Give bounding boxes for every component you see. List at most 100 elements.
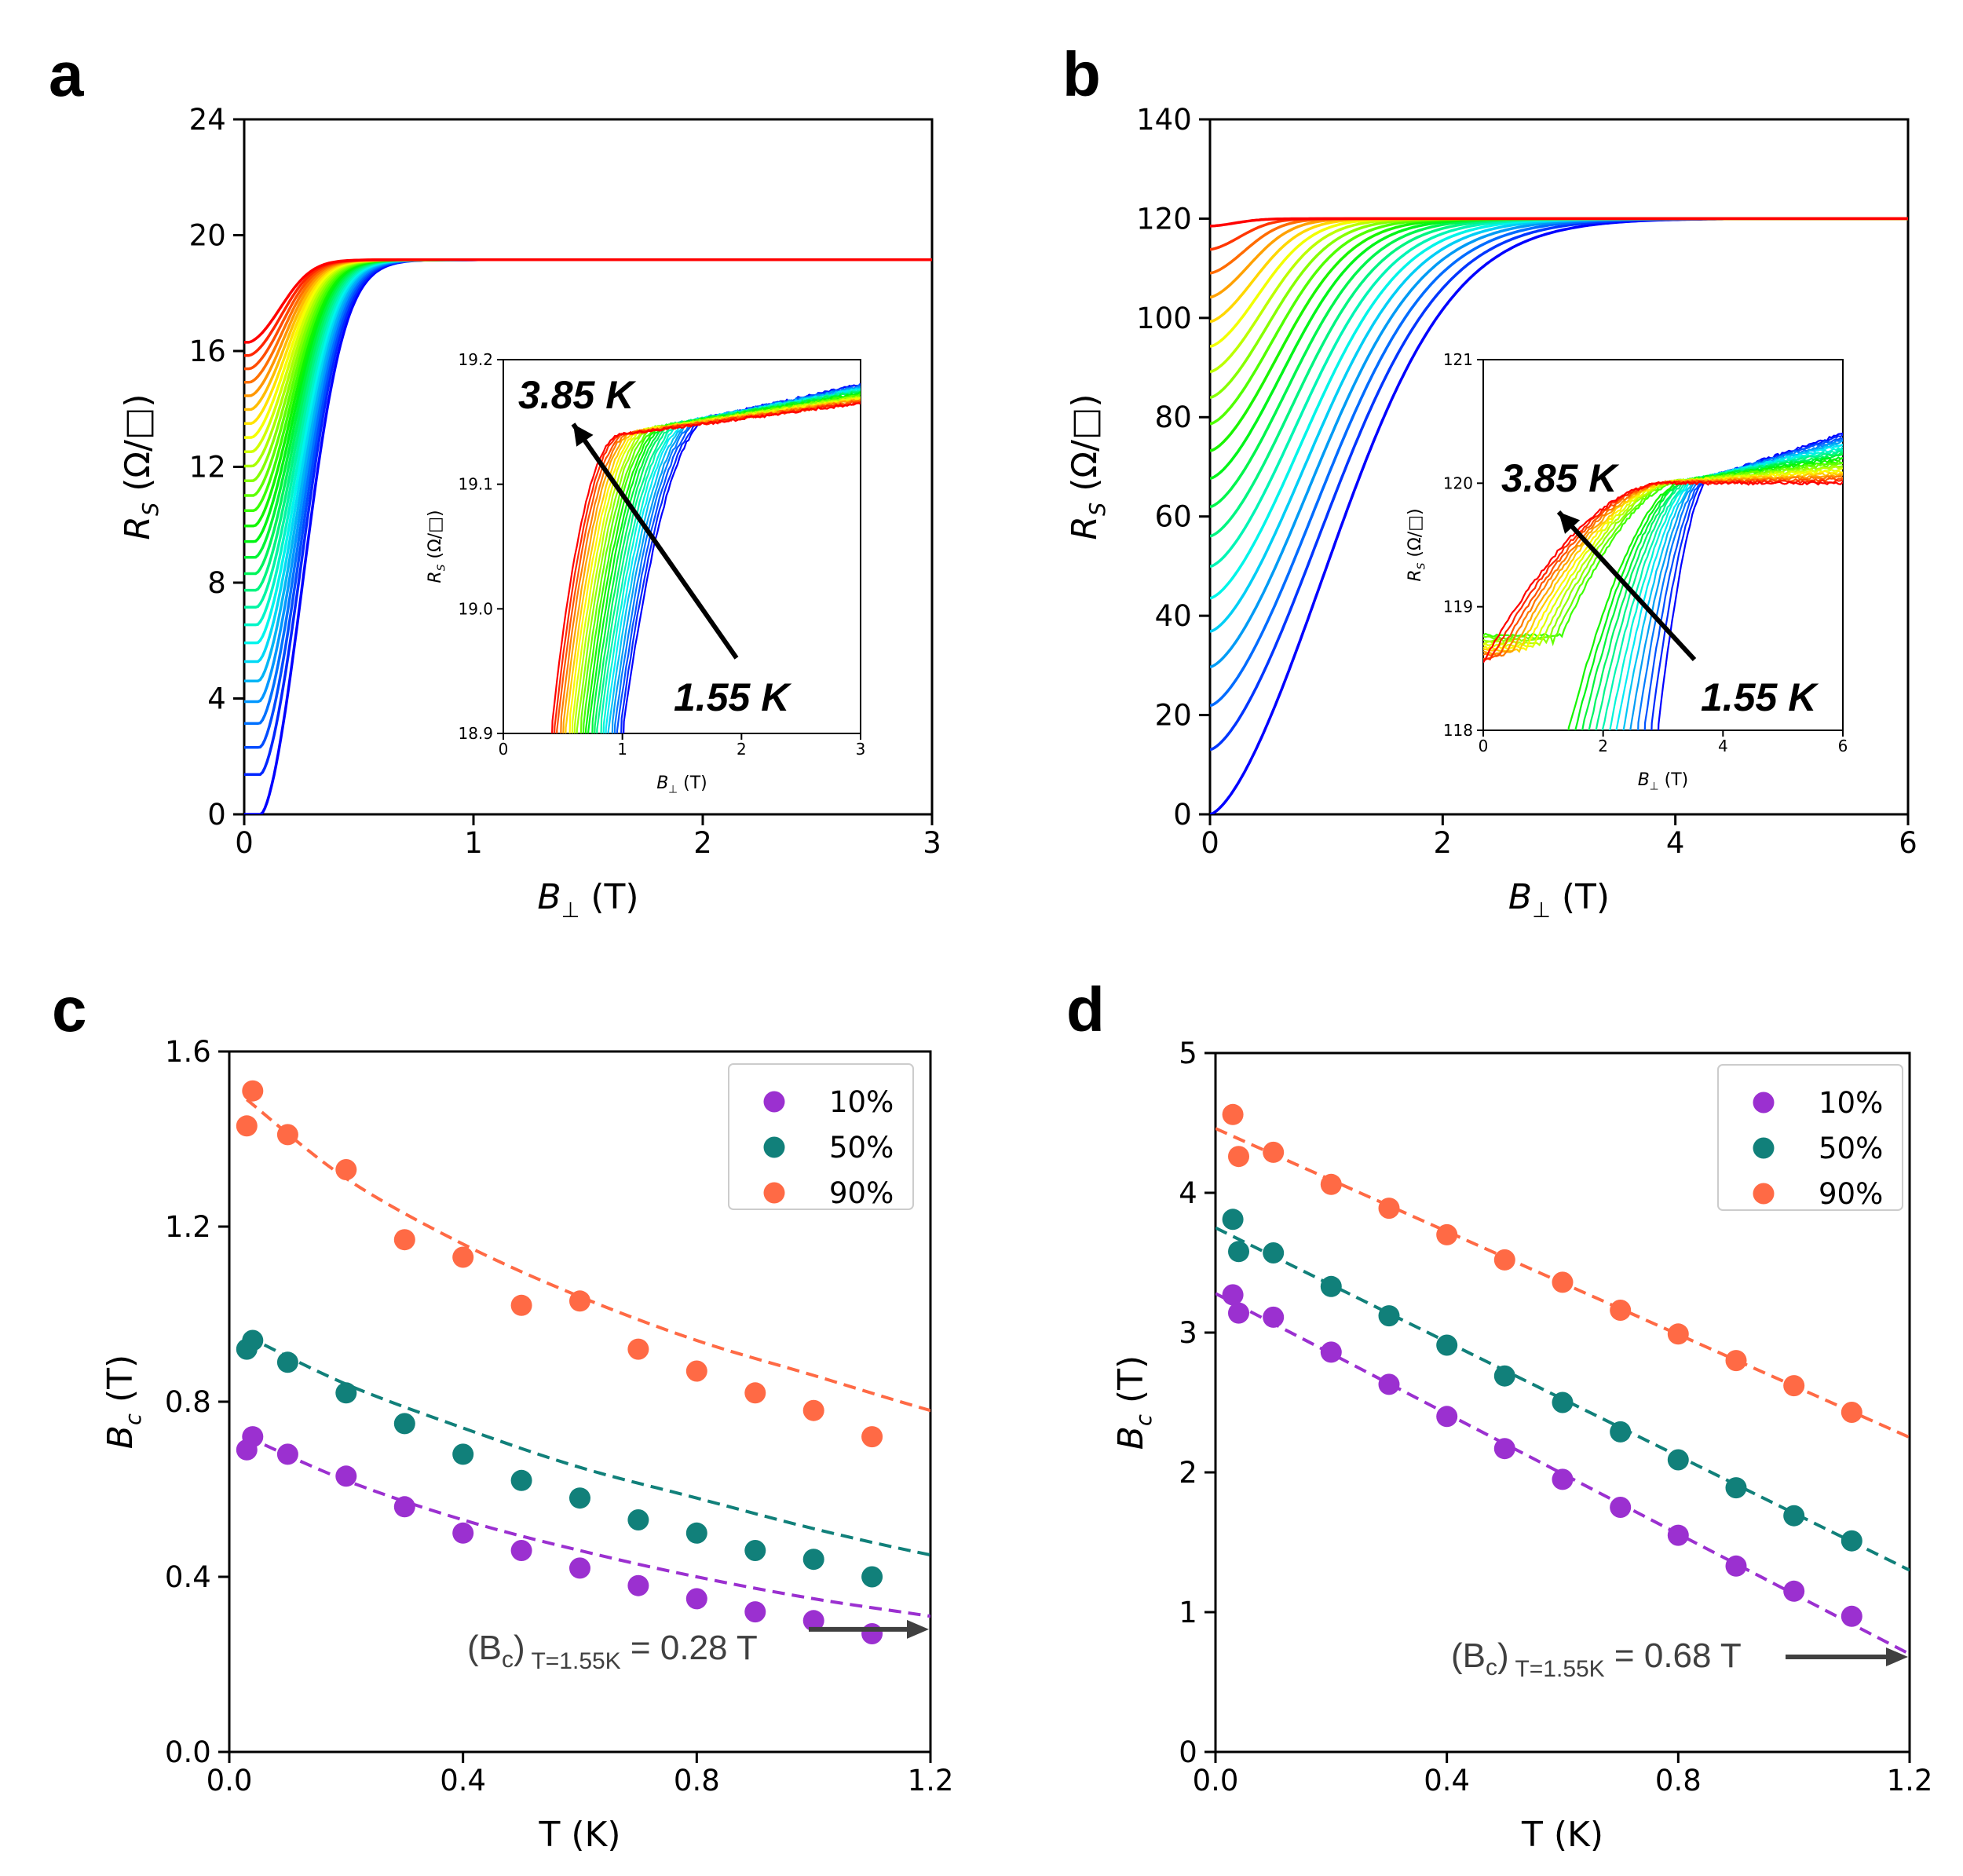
c-point-10%-6 [510,1540,532,1561]
c-point-50%-9 [685,1522,707,1544]
c-fit-10% [246,1435,930,1618]
b-curves [1210,217,1908,814]
a-x-tick-label: 2 [693,826,712,860]
c-point-10%-4 [393,1496,415,1518]
b-annotation-low: 1.55 K [1701,675,1819,719]
d-point-50%-11 [1783,1505,1805,1527]
b-inset-curve-5 [1622,444,1843,730]
b-inset-curve-11 [1581,453,1843,730]
c-point-50%-1 [242,1329,264,1351]
d-point-90%-7 [1552,1271,1574,1293]
c-point-50%-4 [393,1413,415,1435]
d-point-50%-4 [1378,1305,1400,1327]
d-point-90%-0 [1222,1103,1244,1125]
a-inset-y-axis-label: RS (Ω/□) [426,510,448,583]
a-x-tick-label: 0 [235,826,254,860]
c-point-90%-6 [510,1294,532,1316]
c-bc-arrow-head [907,1619,929,1639]
d-y-tick-label: 5 [1179,1037,1197,1070]
b-inset-y-tick-label: 120 [1443,474,1473,492]
b-y-tick-label: 60 [1155,500,1192,534]
d-point-50%-6 [1493,1365,1515,1387]
d-legend-marker-10% [1753,1092,1775,1114]
b-inset-y-tick-label: 118 [1443,721,1473,740]
b-inset-curve-8 [1601,448,1843,730]
a-x-tick-label: 1 [464,826,483,860]
c-point-10%-1 [242,1426,264,1448]
b-inset-y-axis-label: RS (Ω/□) [1406,508,1428,581]
b-y-axis-label: RS (Ω/□) [1065,393,1110,539]
c-legend-label-90%: 90% [829,1176,894,1210]
d-x-tick-label: 0.0 [1193,1764,1239,1797]
a-inset-x-tick-label: 1 [617,740,627,759]
c-point-50%-12 [861,1566,883,1588]
d-point-50%-3 [1320,1275,1342,1297]
c-fit-50% [246,1334,930,1557]
d-point-90%-3 [1320,1173,1342,1195]
panel-label-a: a [49,39,84,109]
b-inset-curve-2 [1643,437,1843,730]
d-legend-marker-50% [1753,1137,1775,1159]
a-arrow-line [571,422,739,660]
d-point-90%-2 [1263,1141,1285,1163]
c-point-90%-1 [242,1080,264,1102]
d-point-10%-1 [1228,1302,1249,1324]
d-y-tick-label: 2 [1179,1456,1197,1490]
a-y-tick-label: 4 [207,682,226,715]
a-inset-curve-25 [551,402,861,733]
c-bc-note-text: (Bc) T=1.55K = 0.28 T [467,1629,758,1674]
d-point-10%-2 [1263,1306,1285,1328]
a-y-tick-label: 0 [207,798,226,832]
a-annotation-high: 3.85 K [518,373,637,417]
c-y-tick-label: 1.2 [165,1210,211,1244]
c-legend-marker-50% [763,1136,785,1158]
d-y-axis-label: Bc (T) [1111,1355,1157,1450]
c-x-tick-label: 0.0 [207,1764,253,1797]
d-bc-arrow-head [1886,1647,1908,1666]
c-point-90%-4 [393,1229,415,1251]
c-legend-label-50%: 50% [829,1131,894,1165]
c-point-90%-12 [861,1426,883,1448]
d-point-50%-1 [1228,1241,1249,1263]
a-inset-y-tick-label: 19.1 [458,475,493,494]
d-point-10%-7 [1552,1468,1574,1490]
d-point-10%-10 [1725,1555,1747,1577]
a-inset-y-tick-label: 18.9 [458,724,493,743]
a-curve-27 [244,258,932,344]
c-y-tick-label: 0.4 [165,1560,211,1594]
c-point-10%-8 [627,1574,649,1596]
c-point-10%-3 [335,1465,357,1487]
a-inset-y-tick-label: 19.0 [458,599,493,618]
d-plot-area [1215,1103,1910,1656]
c-point-90%-5 [452,1246,474,1268]
b-inset-x-tick-label: 2 [1598,737,1608,755]
a-inset-x-tick-label: 2 [737,740,747,759]
c-point-10%-9 [685,1588,707,1610]
c-point-10%-12 [861,1623,883,1644]
a-arrow-head [573,424,594,447]
c-point-50%-7 [569,1487,590,1509]
b-y-tick-label: 0 [1173,798,1192,832]
c-point-10%-11 [802,1610,824,1632]
d-point-10%-3 [1320,1341,1342,1363]
c-y-tick-label: 1.6 [165,1035,211,1069]
c-legend-label-10%: 10% [829,1085,894,1119]
b-inset: 0 2 4 6 118 119 120 121 B⊥ (T) RS (Ω/□) 3.85 K 1.55… [1406,350,1848,793]
chart-panel-d: 0.0 0.4 0.8 1.2 0 1 2 3 4 5 T (K) Bc (T) 10% 50% 90% (B… [1111,1037,1932,1855]
a-inset-y-tick-label: 19.2 [458,350,493,369]
panel-label-b: b [1062,39,1101,109]
b-inset-curve-14 [1483,459,1843,638]
b-x-axis-label: B⊥ (T) [1508,877,1610,923]
chart-panel-c: 0.0 0.4 0.8 1.2 0.0 0.4 0.8 1.2 1.6 T (K) Bc (T) 10… [101,1035,954,1855]
b-inset-curve-3 [1637,439,1843,730]
b-inset-x-tick-label: 6 [1838,737,1848,755]
c-y-tick-label: 0.0 [165,1735,211,1769]
c-x-tick-label: 1.2 [908,1764,954,1797]
a-inset-curves [551,382,861,733]
c-point-90%-0 [236,1115,258,1137]
c-y-tick-label: 0.8 [165,1385,211,1419]
c-point-90%-9 [685,1360,707,1382]
d-legend-label-50%: 50% [1819,1132,1883,1165]
d-point-10%-4 [1378,1373,1400,1395]
